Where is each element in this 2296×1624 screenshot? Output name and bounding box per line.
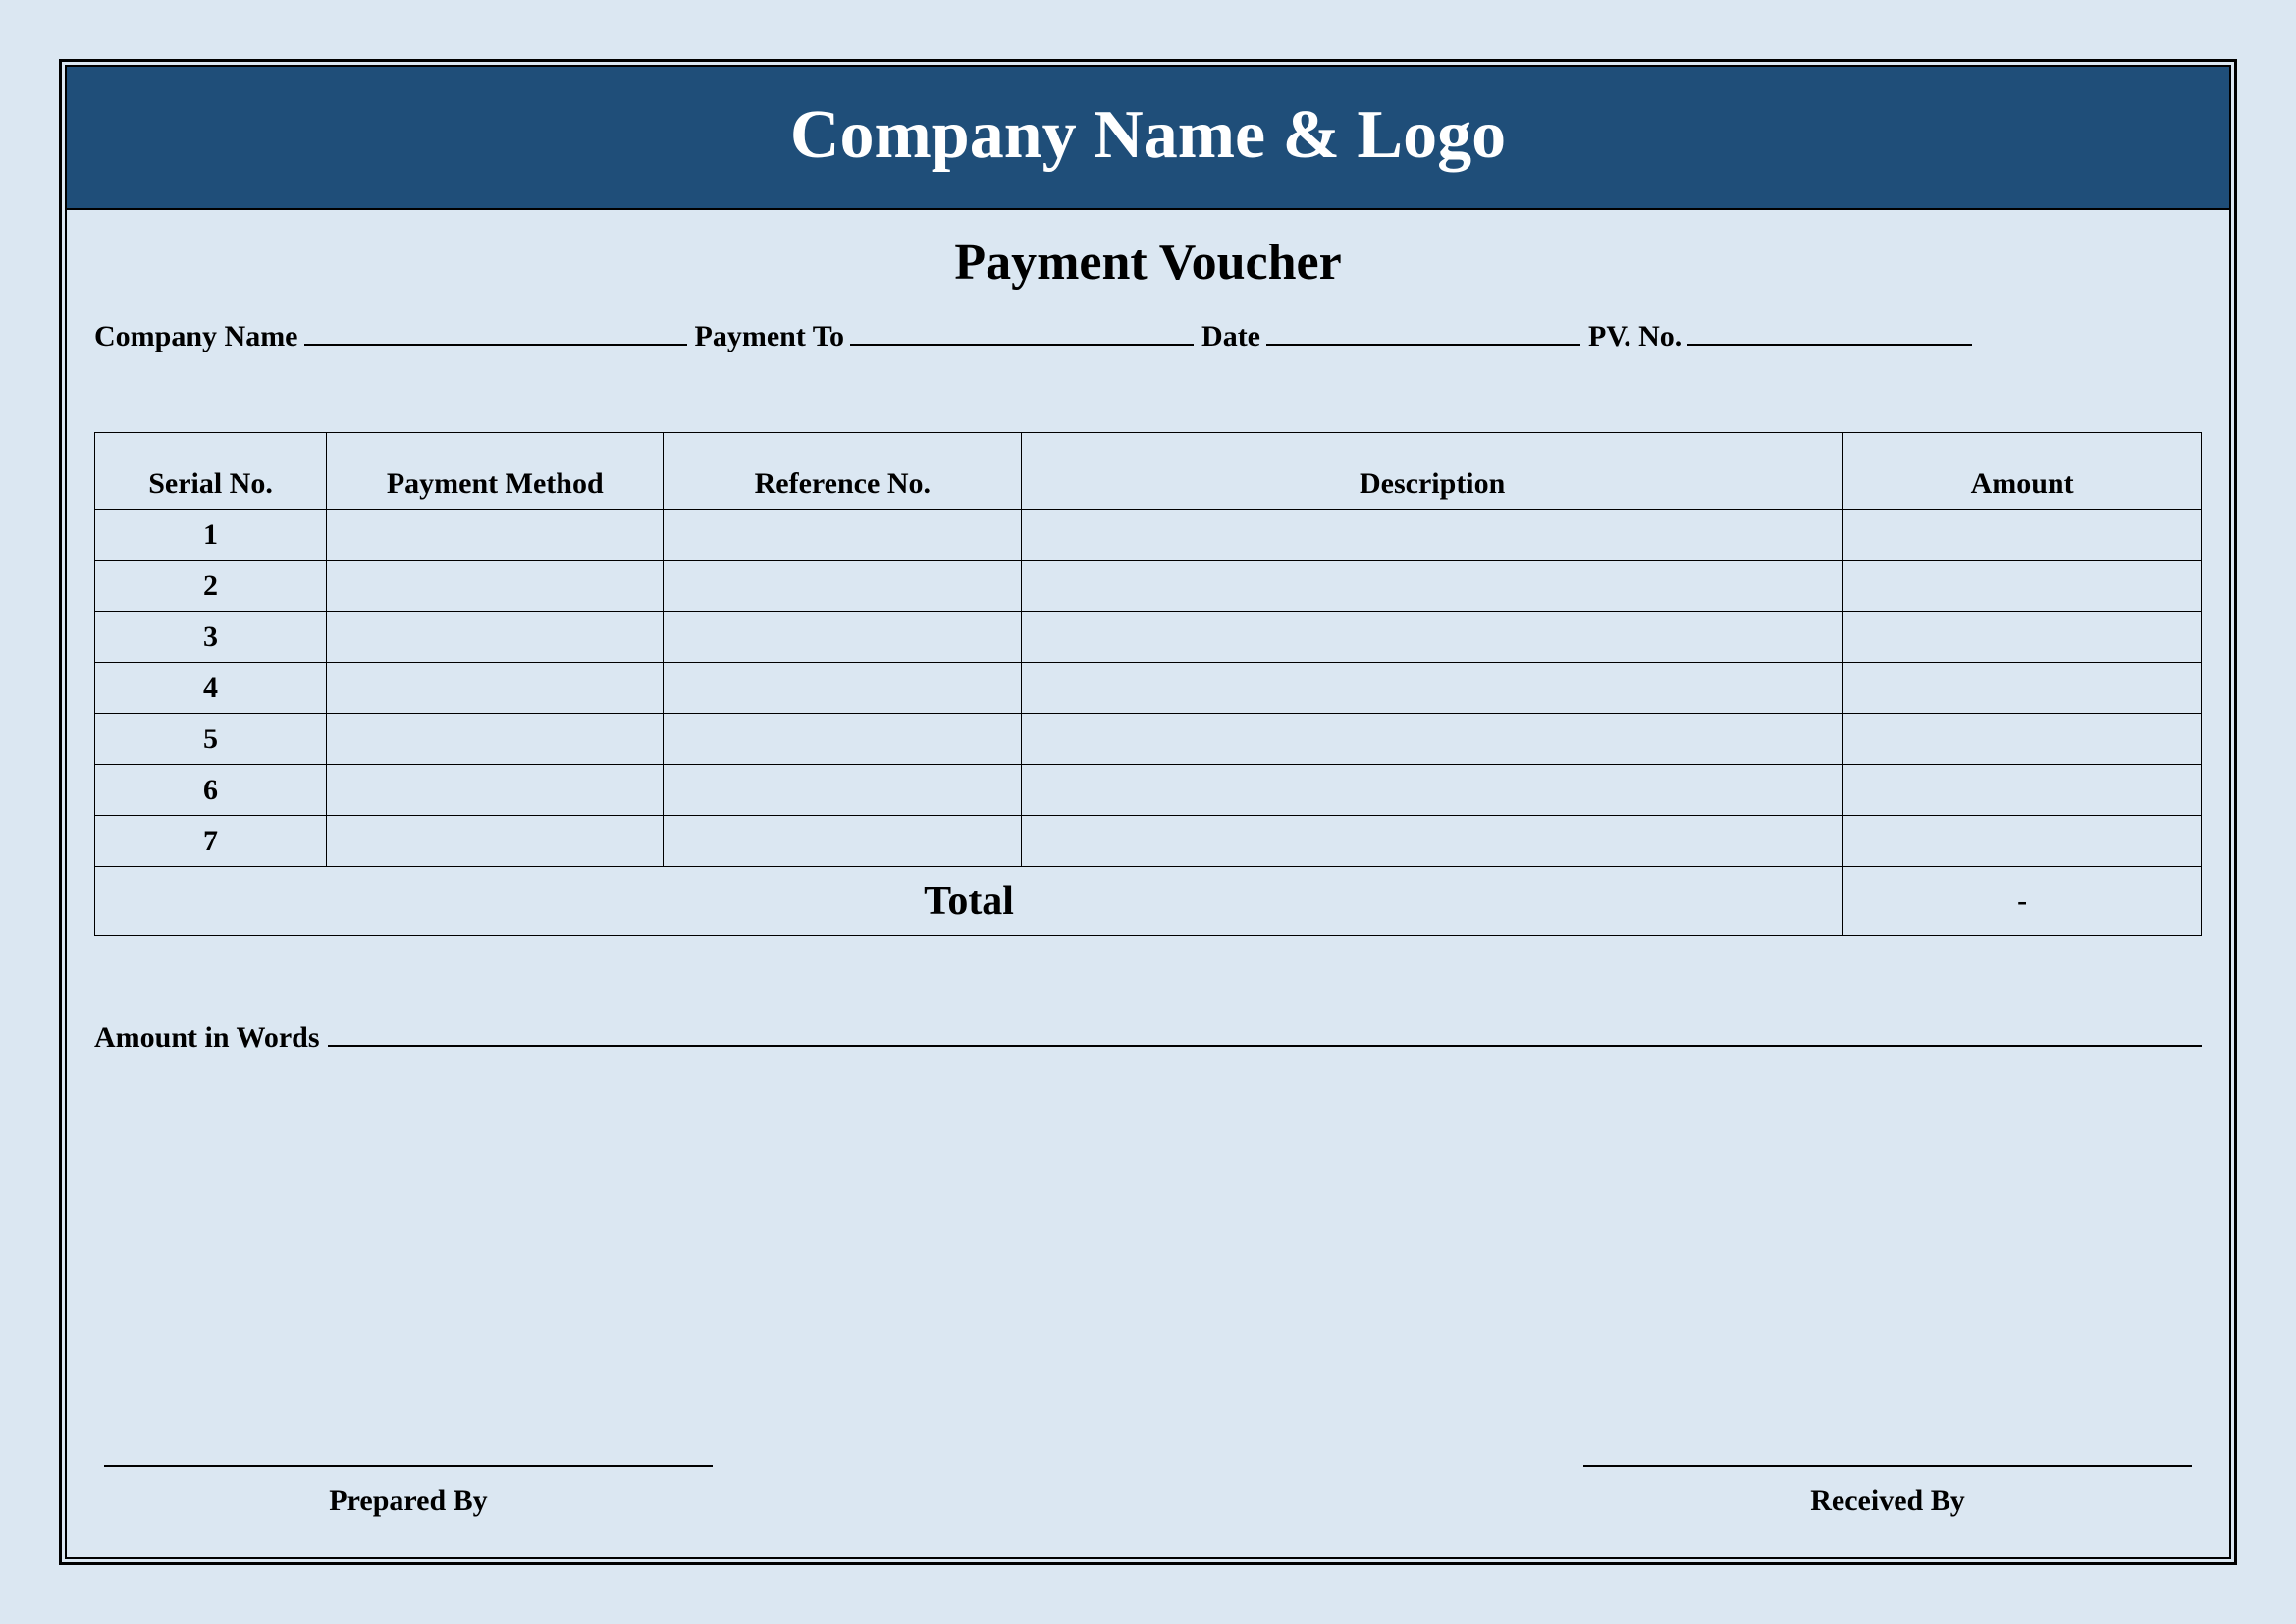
table-header-row: Serial No. Payment Method Reference No. … bbox=[95, 433, 2202, 510]
cell-reference[interactable] bbox=[664, 561, 1022, 612]
cell-amount[interactable] bbox=[1843, 714, 2202, 765]
company-logo-text: Company Name & Logo bbox=[790, 97, 1506, 173]
prepared-by-line[interactable] bbox=[104, 1465, 713, 1467]
cell-description[interactable] bbox=[1022, 612, 1843, 663]
cell-description[interactable] bbox=[1022, 714, 1843, 765]
cell-amount[interactable] bbox=[1843, 663, 2202, 714]
cell-reference[interactable] bbox=[664, 714, 1022, 765]
amount-in-words-label: Amount in Words bbox=[94, 1021, 320, 1055]
content-area: Payment Voucher Company Name Payment To … bbox=[67, 210, 2229, 1557]
date-label: Date bbox=[1201, 320, 1260, 353]
cell-serial: 2 bbox=[95, 561, 327, 612]
cell-serial: 1 bbox=[95, 510, 327, 561]
company-name-field[interactable] bbox=[304, 313, 687, 346]
table-row: 4 bbox=[95, 663, 2202, 714]
payment-to-label: Payment To bbox=[695, 320, 845, 353]
received-by-line[interactable] bbox=[1583, 1465, 2192, 1467]
amount-in-words-field[interactable] bbox=[328, 1014, 2202, 1047]
total-label: Total bbox=[95, 867, 1843, 936]
cell-reference[interactable] bbox=[664, 765, 1022, 816]
cell-serial: 7 bbox=[95, 816, 327, 867]
info-row: Company Name Payment To Date PV. No. bbox=[94, 313, 2202, 353]
col-method: Payment Method bbox=[327, 433, 664, 510]
table-row: 1 bbox=[95, 510, 2202, 561]
cell-serial: 5 bbox=[95, 714, 327, 765]
cell-reference[interactable] bbox=[664, 612, 1022, 663]
received-by-label: Received By bbox=[1583, 1485, 2192, 1518]
signature-row: Prepared By Received By bbox=[94, 1465, 2202, 1518]
cell-serial: 3 bbox=[95, 612, 327, 663]
cell-method[interactable] bbox=[327, 816, 664, 867]
total-row: Total - bbox=[95, 867, 2202, 936]
pvno-field[interactable] bbox=[1687, 313, 1972, 346]
prepared-by-block: Prepared By bbox=[104, 1465, 713, 1518]
table-row: 5 bbox=[95, 714, 2202, 765]
total-value: - bbox=[1843, 867, 2202, 936]
outer-frame: Company Name & Logo Payment Voucher Comp… bbox=[59, 59, 2237, 1565]
amount-in-words-row: Amount in Words bbox=[94, 1014, 2202, 1055]
cell-amount[interactable] bbox=[1843, 510, 2202, 561]
col-amount: Amount bbox=[1843, 433, 2202, 510]
col-reference: Reference No. bbox=[664, 433, 1022, 510]
date-field[interactable] bbox=[1266, 313, 1580, 346]
cell-method[interactable] bbox=[327, 765, 664, 816]
table-row: 2 bbox=[95, 561, 2202, 612]
payment-to-field[interactable] bbox=[850, 313, 1194, 346]
cell-method[interactable] bbox=[327, 663, 664, 714]
table-row: 7 bbox=[95, 816, 2202, 867]
voucher-table: Serial No. Payment Method Reference No. … bbox=[94, 432, 2202, 936]
prepared-by-label: Prepared By bbox=[104, 1485, 713, 1518]
cell-reference[interactable] bbox=[664, 663, 1022, 714]
cell-method[interactable] bbox=[327, 561, 664, 612]
cell-amount[interactable] bbox=[1843, 816, 2202, 867]
col-description: Description bbox=[1022, 433, 1843, 510]
voucher-title: Payment Voucher bbox=[94, 234, 2202, 292]
inner-frame: Company Name & Logo Payment Voucher Comp… bbox=[65, 65, 2231, 1559]
company-header: Company Name & Logo bbox=[67, 67, 2229, 210]
cell-description[interactable] bbox=[1022, 765, 1843, 816]
cell-amount[interactable] bbox=[1843, 561, 2202, 612]
table-row: 6 bbox=[95, 765, 2202, 816]
cell-description[interactable] bbox=[1022, 561, 1843, 612]
cell-amount[interactable] bbox=[1843, 765, 2202, 816]
table-row: 3 bbox=[95, 612, 2202, 663]
cell-method[interactable] bbox=[327, 510, 664, 561]
pvno-label: PV. No. bbox=[1588, 320, 1682, 353]
cell-description[interactable] bbox=[1022, 663, 1843, 714]
cell-description[interactable] bbox=[1022, 510, 1843, 561]
cell-method[interactable] bbox=[327, 714, 664, 765]
cell-serial: 6 bbox=[95, 765, 327, 816]
col-serial: Serial No. bbox=[95, 433, 327, 510]
cell-serial: 4 bbox=[95, 663, 327, 714]
cell-reference[interactable] bbox=[664, 510, 1022, 561]
cell-description[interactable] bbox=[1022, 816, 1843, 867]
spacer bbox=[94, 1055, 2202, 1426]
received-by-block: Received By bbox=[1583, 1465, 2192, 1518]
company-name-label: Company Name bbox=[94, 320, 298, 353]
cell-method[interactable] bbox=[327, 612, 664, 663]
cell-reference[interactable] bbox=[664, 816, 1022, 867]
cell-amount[interactable] bbox=[1843, 612, 2202, 663]
